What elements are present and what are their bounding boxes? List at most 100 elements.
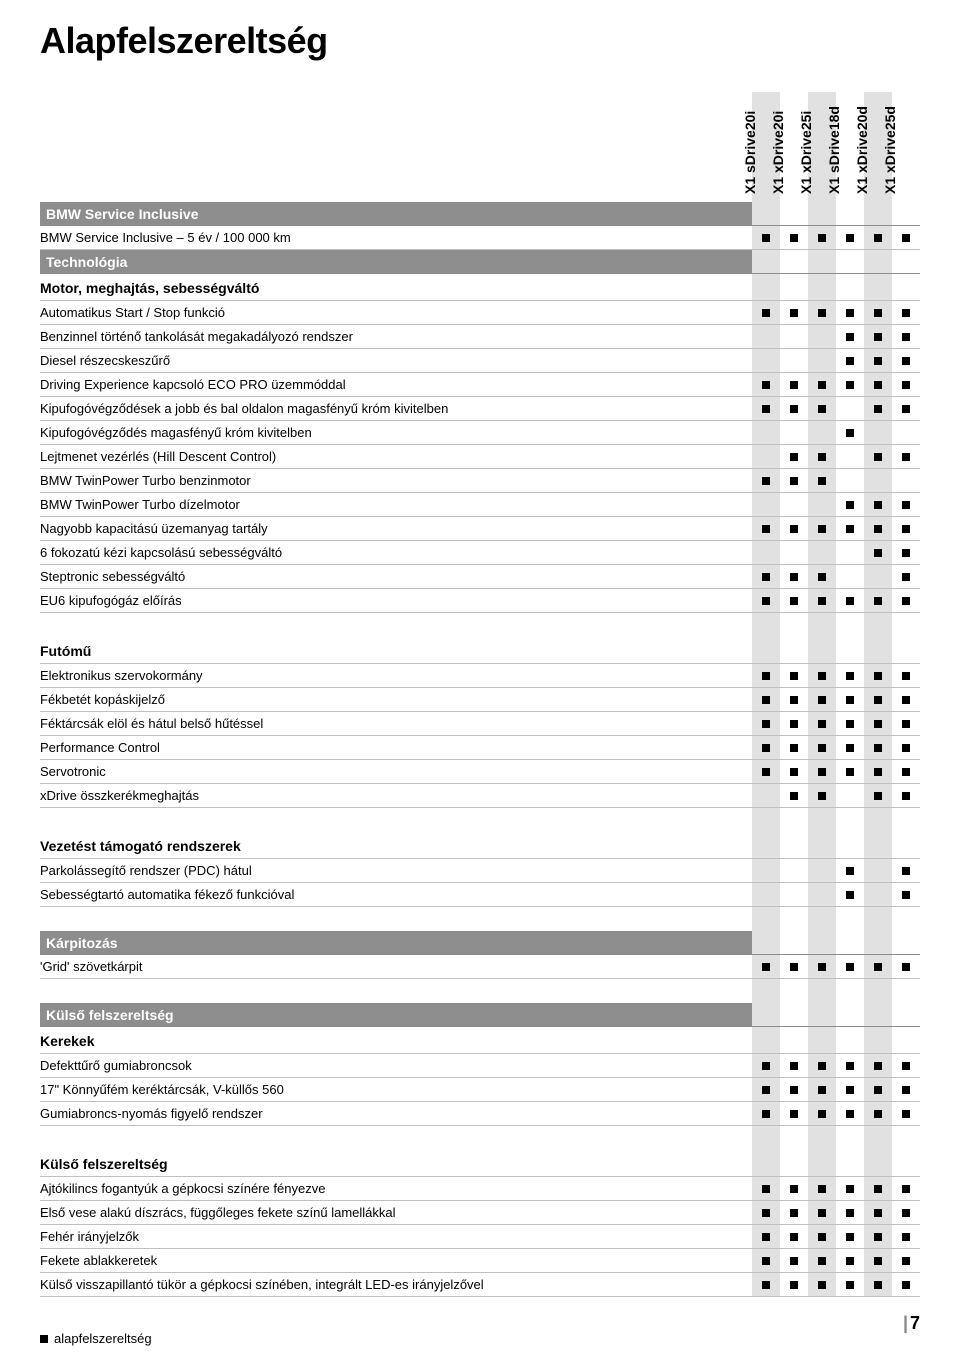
cell	[836, 226, 864, 249]
table-row: Nagyobb kapacitású üzemanyag tartály	[40, 517, 920, 541]
filled-square-icon	[790, 696, 798, 704]
filled-square-icon	[902, 333, 910, 341]
cell	[892, 421, 920, 444]
filled-square-icon	[846, 867, 854, 875]
cell	[864, 202, 892, 225]
cell	[808, 688, 836, 711]
cell	[752, 589, 780, 612]
cell	[892, 469, 920, 492]
filled-square-icon	[818, 792, 826, 800]
row-label: Performance Control	[40, 736, 752, 759]
filled-square-icon	[818, 234, 826, 242]
row-label: xDrive összkerékmeghajtás	[40, 784, 752, 807]
cell	[752, 445, 780, 468]
cell	[752, 808, 780, 832]
filled-square-icon	[874, 405, 882, 413]
cell	[808, 1126, 836, 1150]
filled-square-icon	[846, 1233, 854, 1241]
filled-square-icon	[818, 477, 826, 485]
cell	[808, 445, 836, 468]
cell	[752, 397, 780, 420]
filled-square-icon	[846, 744, 854, 752]
cell	[780, 226, 808, 249]
filled-square-icon	[818, 1209, 826, 1217]
filled-square-icon	[790, 477, 798, 485]
cell	[780, 373, 808, 396]
cell	[808, 979, 836, 1003]
filled-square-icon	[874, 549, 882, 557]
cell	[892, 808, 920, 832]
cell	[780, 445, 808, 468]
cell	[780, 1054, 808, 1077]
cell	[836, 712, 864, 735]
row-label: Első vese alakú díszrács, függőleges fek…	[40, 1201, 752, 1224]
filled-square-icon	[846, 501, 854, 509]
table-row: Benzinnel történő tankolását megakadályo…	[40, 325, 920, 349]
filled-square-icon	[874, 501, 882, 509]
cell	[892, 397, 920, 420]
filled-square-icon	[902, 525, 910, 533]
cell	[836, 979, 864, 1003]
cell	[752, 955, 780, 978]
row-label: Külső felszereltség	[40, 1150, 752, 1176]
cell	[752, 712, 780, 735]
table-row: 17" Könnyűfém keréktárcsák, V-küllős 560	[40, 1078, 920, 1102]
cell	[892, 349, 920, 372]
filled-square-icon	[846, 597, 854, 605]
cell	[892, 907, 920, 931]
cell	[780, 931, 808, 954]
row-label: 'Grid' szövetkárpit	[40, 955, 752, 978]
row-label: EU6 kipufogógáz előírás	[40, 589, 752, 612]
filled-square-icon	[762, 720, 770, 728]
row-label: BMW TwinPower Turbo benzinmotor	[40, 469, 752, 492]
cell	[892, 565, 920, 588]
cell	[808, 712, 836, 735]
cell	[892, 784, 920, 807]
filled-square-icon	[874, 597, 882, 605]
cell	[892, 1102, 920, 1125]
row-label: Parkolássegítő rendszer (PDC) hátul	[40, 859, 752, 882]
filled-square-icon	[790, 309, 798, 317]
filled-square-icon	[874, 453, 882, 461]
filled-square-icon	[762, 768, 770, 776]
cell	[752, 1003, 780, 1026]
row-label: BMW Service Inclusive	[40, 202, 752, 225]
filled-square-icon	[762, 963, 770, 971]
cell	[752, 373, 780, 396]
cell	[780, 808, 808, 832]
filled-square-icon	[874, 744, 882, 752]
cell	[836, 637, 864, 663]
cell	[752, 1150, 780, 1176]
cell	[836, 784, 864, 807]
row-label: Futómű	[40, 637, 752, 663]
cell	[892, 1249, 920, 1272]
row-label: Steptronic sebességváltó	[40, 565, 752, 588]
cell	[780, 469, 808, 492]
filled-square-icon	[40, 1335, 48, 1343]
cell	[892, 1003, 920, 1026]
cell	[864, 1126, 892, 1150]
cell	[864, 349, 892, 372]
cell	[892, 250, 920, 273]
filled-square-icon	[818, 1062, 826, 1070]
row-label: Külső visszapillantó tükör a gépkocsi sz…	[40, 1273, 752, 1296]
cell	[752, 1027, 780, 1053]
filled-square-icon	[818, 672, 826, 680]
row-label: Sebességtartó automatika fékező funkcióv…	[40, 883, 752, 906]
cell	[864, 445, 892, 468]
cell	[864, 589, 892, 612]
cell	[752, 517, 780, 540]
cell	[864, 784, 892, 807]
section-header: Technológia	[40, 250, 920, 274]
cell	[836, 1201, 864, 1224]
cell	[752, 274, 780, 300]
filled-square-icon	[874, 1110, 882, 1118]
cell	[836, 736, 864, 759]
cell	[836, 541, 864, 564]
filled-square-icon	[874, 1086, 882, 1094]
filled-square-icon	[762, 381, 770, 389]
filled-square-icon	[902, 768, 910, 776]
cell	[892, 664, 920, 687]
cell	[808, 1078, 836, 1101]
filled-square-icon	[902, 744, 910, 752]
